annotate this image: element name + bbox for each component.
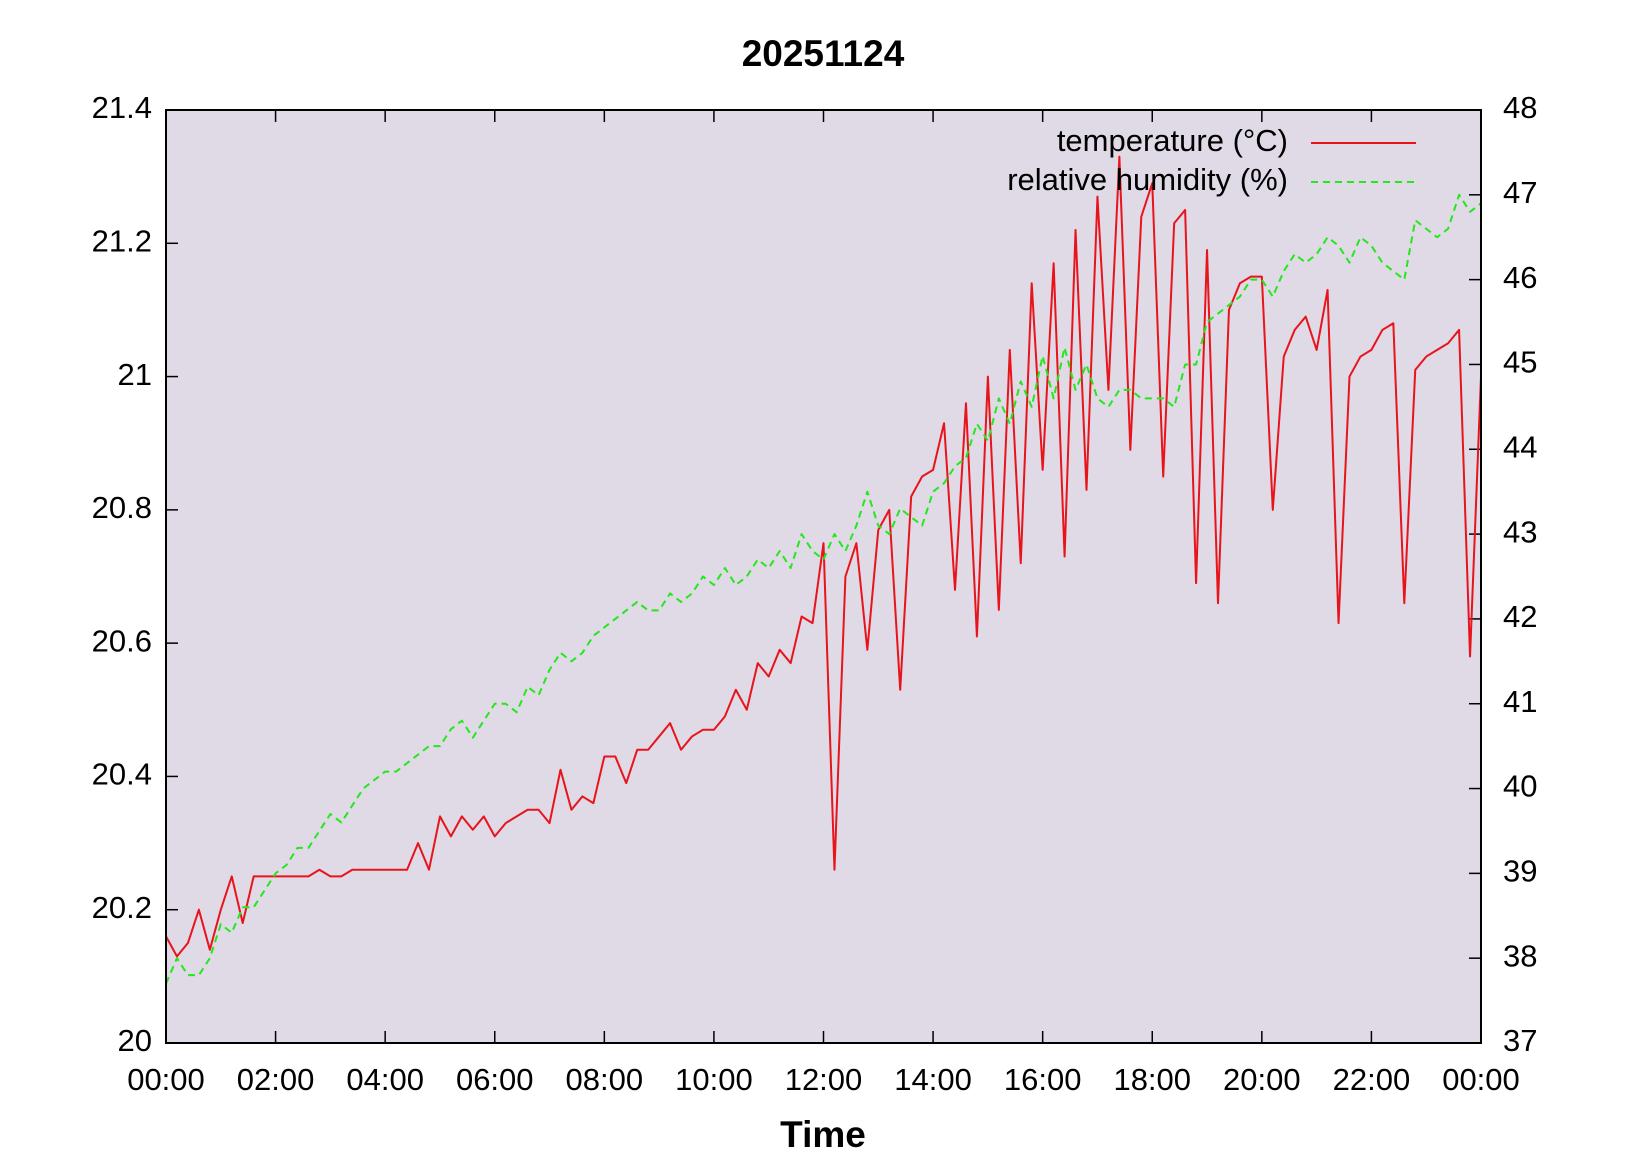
y2-tick-label: 37 <box>1503 1023 1537 1058</box>
y-tick-label: 21.4 <box>92 90 152 125</box>
y2-tick-label: 44 <box>1503 429 1537 464</box>
x-tick-label: 22:00 <box>1333 1062 1411 1097</box>
x-tick-label: 10:00 <box>675 1062 753 1097</box>
series-line <box>165 155 1482 958</box>
x-tick-label: 08:00 <box>566 1062 644 1097</box>
chart-title: 20251124 <box>742 33 905 74</box>
y-tick-label: 21 <box>118 357 152 392</box>
y-tick-label: 20.4 <box>92 757 152 792</box>
x-tick-label: 12:00 <box>785 1062 863 1097</box>
y2-tick-label: 38 <box>1503 938 1537 973</box>
y2-tick-label: 42 <box>1503 599 1537 634</box>
y2-tick-label: 47 <box>1503 175 1537 210</box>
x-tick-label: 18:00 <box>1113 1062 1191 1097</box>
y2-tick-label: 41 <box>1503 684 1537 719</box>
x-tick-label: 00:00 <box>127 1062 205 1097</box>
x-tick-label: 04:00 <box>346 1062 424 1097</box>
y2-tick-label: 45 <box>1503 345 1537 380</box>
x-tick-label: 06:00 <box>456 1062 534 1097</box>
y-tick-label: 20.2 <box>92 890 152 925</box>
x-tick-label: 16:00 <box>1004 1062 1082 1097</box>
y-tick-label: 20.8 <box>92 490 152 525</box>
plot-frame <box>165 109 1482 1044</box>
series-line <box>165 193 1482 985</box>
y2-tick-label: 48 <box>1503 90 1537 125</box>
x-axis-label: Time <box>780 1114 866 1155</box>
legend-label: temperature (°C) <box>1057 123 1288 158</box>
y2-tick-label: 46 <box>1503 260 1537 295</box>
y-tick-label: 20.6 <box>92 623 152 658</box>
y2-tick-label: 39 <box>1503 854 1537 889</box>
plot-background <box>166 110 1481 1043</box>
x-tick-label: 14:00 <box>894 1062 972 1097</box>
y2-tick-label: 40 <box>1503 769 1537 804</box>
x-tick-label: 20:00 <box>1223 1062 1301 1097</box>
y2-tick-label: 43 <box>1503 514 1537 549</box>
x-tick-label: 02:00 <box>237 1062 315 1097</box>
y-tick-label: 20 <box>118 1023 152 1058</box>
y-tick-label: 21.2 <box>92 223 152 258</box>
legend-label: relative humidity (%) <box>1007 162 1288 197</box>
x-tick-label: 00:00 <box>1442 1062 1520 1097</box>
